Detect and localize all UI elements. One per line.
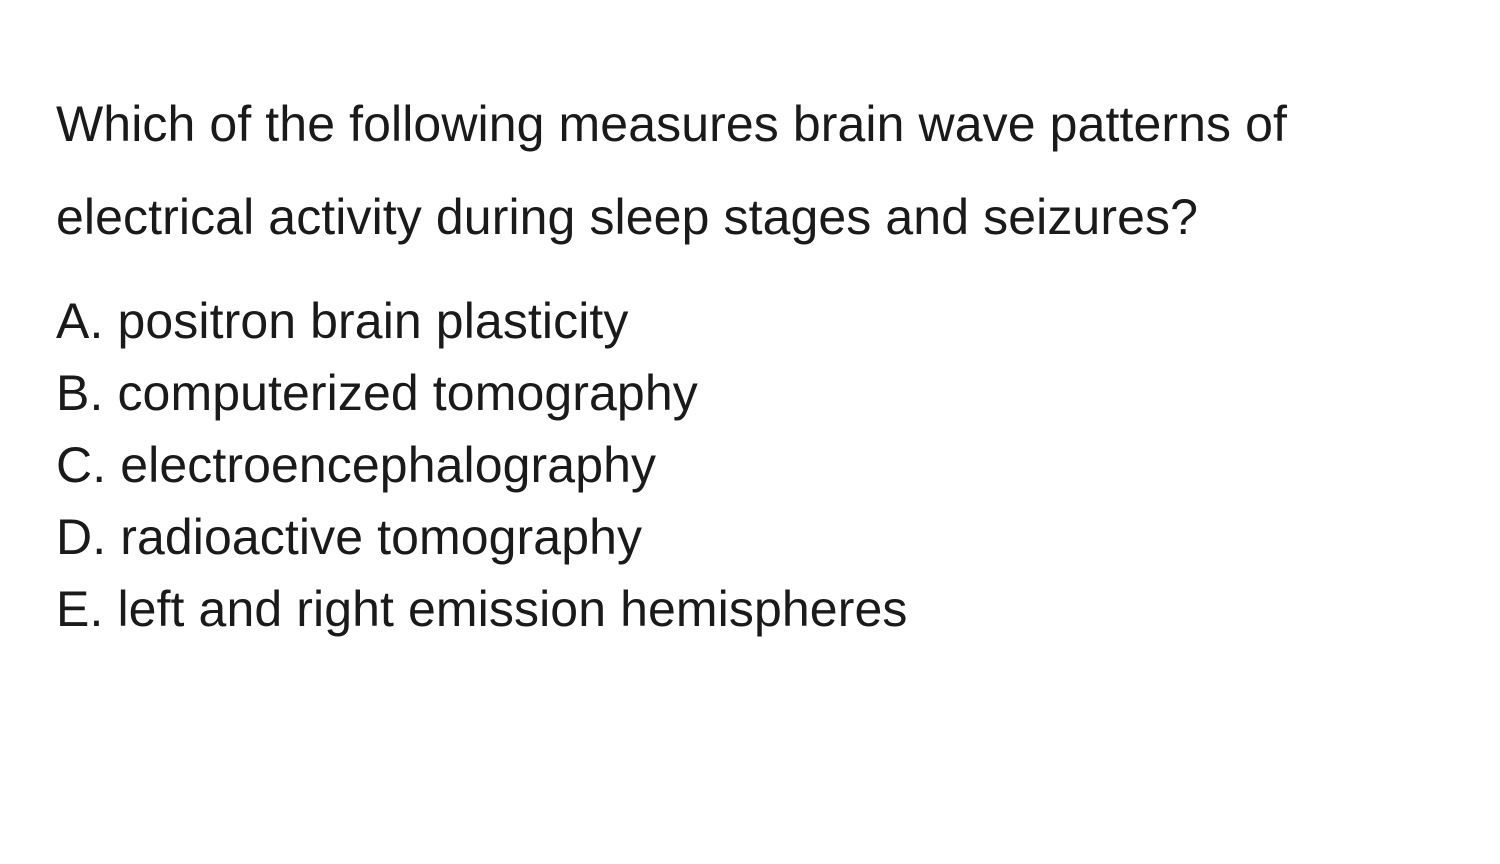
option-label: C.	[56, 437, 106, 493]
option-text: left and right emission hemispheres	[117, 581, 907, 637]
option-c: C. electroencephalography	[56, 429, 1444, 501]
option-label: E.	[56, 581, 103, 637]
option-text: computerized tomography	[117, 365, 697, 421]
option-a: A. positron brain plasticity	[56, 285, 1444, 357]
quiz-page: Which of the following measures brain wa…	[0, 0, 1500, 685]
option-text: positron brain plasticity	[117, 293, 628, 349]
option-e: E. left and right emission hemispheres	[56, 573, 1444, 645]
options-list: A. positron brain plasticity B. computer…	[56, 285, 1444, 645]
option-label: B.	[56, 365, 103, 421]
option-label: D.	[56, 509, 106, 565]
question-text: Which of the following measures brain wa…	[56, 78, 1444, 263]
option-text: radioactive tomography	[120, 509, 642, 565]
option-b: B. computerized tomography	[56, 357, 1444, 429]
option-d: D. radioactive tomography	[56, 501, 1444, 573]
option-text: electroencephalography	[120, 437, 656, 493]
option-label: A.	[56, 293, 103, 349]
